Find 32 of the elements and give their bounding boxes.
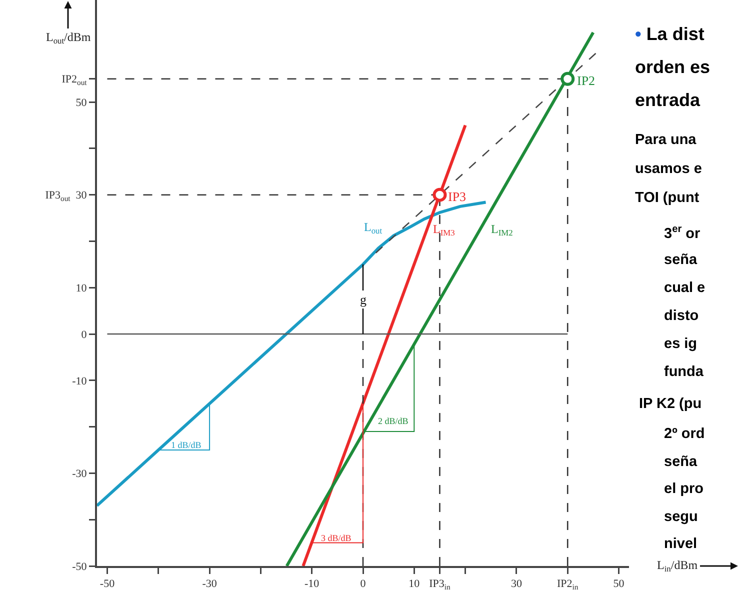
y-tick-label: -50	[72, 560, 88, 573]
x-tick-label: IP3$_{in}$	[429, 578, 451, 592]
text: 3$^{er}$ or seña cual e disto es ig funda	[664, 224, 706, 380]
y-tick-label: 10	[76, 282, 88, 294]
text: • La dist orden es entrada	[635, 24, 710, 110]
x-tick-label: -10	[304, 578, 320, 590]
y-axis-title: L$_{out}$/dBm	[46, 30, 92, 46]
x-tick-label: 50	[613, 578, 625, 590]
y-tick-label: 0	[81, 328, 88, 341]
x-tick-label: 30	[510, 578, 522, 590]
x-axis-title: L$_{in}$/dBm	[657, 558, 698, 574]
y-tick-label: -10	[72, 375, 88, 388]
x-tick-label: 0	[360, 578, 366, 590]
text: IP K2 (pu	[639, 396, 702, 412]
annotation: L$_{IM3}$	[433, 222, 455, 238]
annotation: g	[360, 292, 367, 307]
y-tick-label: 50	[76, 96, 88, 109]
annotation: L$_{out}$	[364, 220, 383, 236]
annotation: 2 dB/dB	[378, 416, 408, 426]
x-tick-label: 10	[408, 578, 420, 590]
annotation: L$_{IM2}$	[491, 222, 513, 238]
x-tick-label: IP2$_{in}$	[556, 578, 578, 592]
x-tick-label: -30	[202, 578, 218, 590]
y-tick-label: -30	[72, 468, 88, 480]
annotation: IP2	[577, 73, 596, 88]
annotation: IP3	[448, 189, 466, 204]
text: 2º ord seña el pro segu nivel	[664, 426, 705, 552]
y-tick-label: IP2$_{out}$	[62, 74, 88, 88]
annotation: 3 dB/dB	[321, 533, 352, 543]
y-tick-label: IP3$_{out}$ 30	[45, 190, 88, 204]
x-tick-label: -50	[100, 578, 116, 590]
annotation: 1 dB/dB	[171, 440, 202, 450]
